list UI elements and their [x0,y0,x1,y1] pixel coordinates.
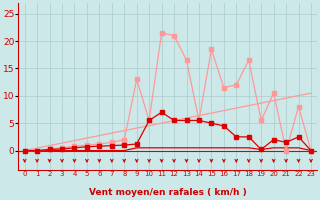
X-axis label: Vent moyen/en rafales ( km/h ): Vent moyen/en rafales ( km/h ) [89,188,247,197]
